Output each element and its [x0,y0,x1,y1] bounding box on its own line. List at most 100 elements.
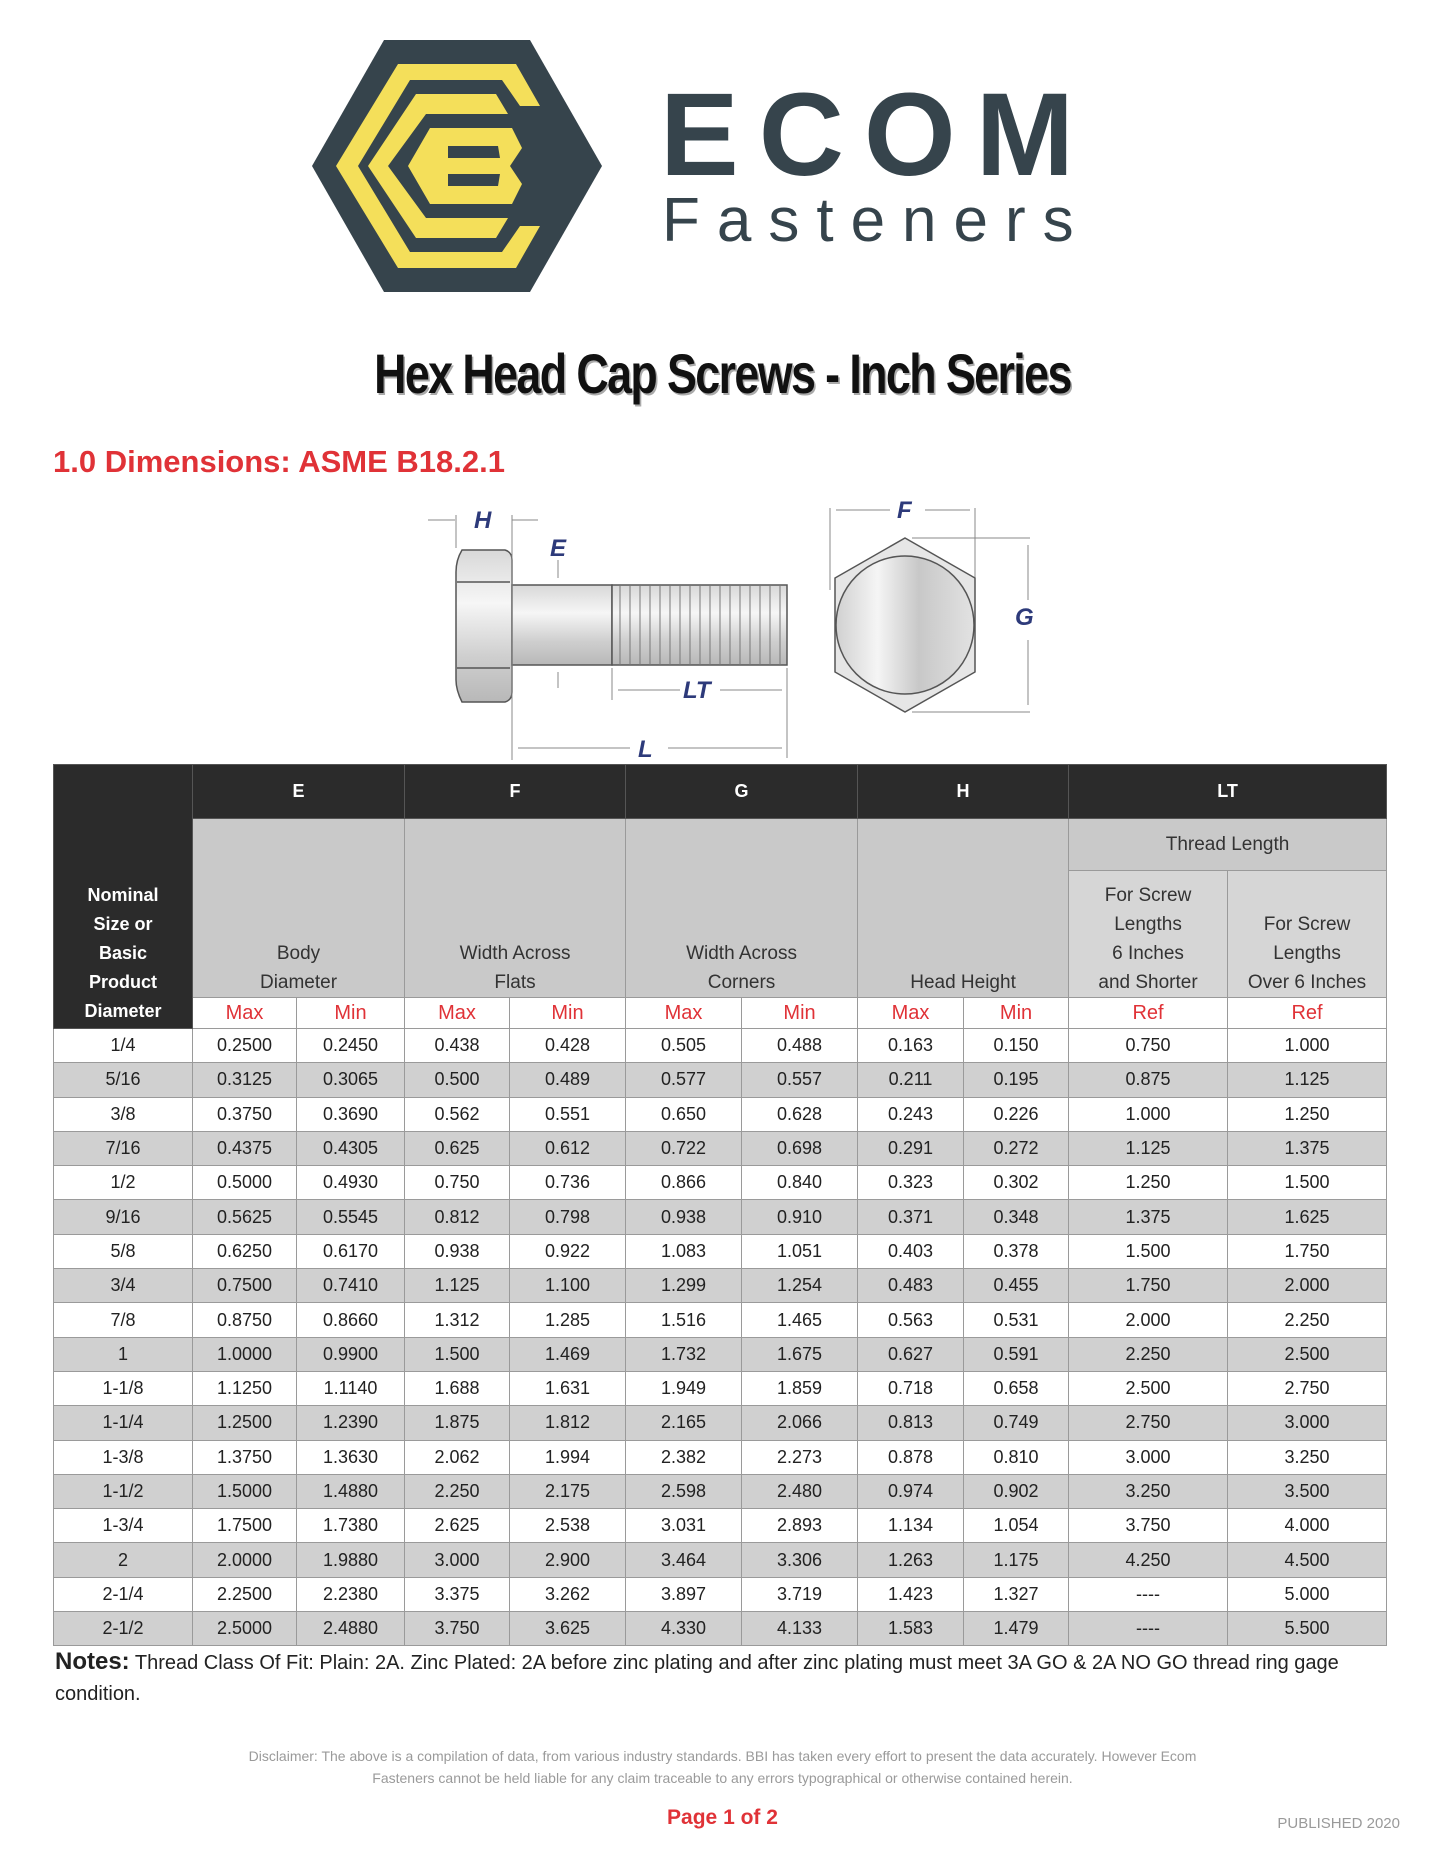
table-cell: 2.0000 [192,1542,297,1578]
table-cell: 1.125 [1227,1062,1388,1098]
table-cell: 1.1250 [192,1370,297,1407]
table-cell: 2.538 [509,1508,627,1544]
table-cell: 1.675 [741,1336,859,1372]
table-cell: 0.812 [404,1199,511,1235]
table-cell: 0.658 [963,1370,1070,1407]
table-cell: 3.000 [404,1542,511,1578]
header-max: Max [404,997,511,1029]
page-number: Page 1 of 2 [667,1806,778,1829]
table-cell: 1.375 [1068,1199,1229,1235]
table-cell: 1.054 [963,1508,1070,1544]
table-cell: 1.1140 [295,1370,406,1407]
table-cell: 0.750 [1068,1027,1229,1064]
table-cell: 0.749 [963,1405,1070,1441]
table-row: 1-3/8 1.3750 1.3630 2.062 1.994 2.382 2.273 0.8… [53,1439,1388,1475]
table-cell: 0.489 [509,1062,627,1098]
header-line: Flats [494,972,536,993]
table-cell: 0.438 [404,1027,511,1064]
header-desc-e: Body Diameter [191,818,406,998]
header-line: 6 Inches [1112,943,1184,964]
table-cell: 0.551 [509,1096,627,1132]
header-line: Body [276,943,321,964]
table-cell: 0.8750 [192,1302,297,1338]
table-row: 1-1/2 1.5000 1.4880 2.250 2.175 2.598 2.480 0.9… [53,1473,1388,1510]
table-cell: 0.8660 [295,1302,406,1338]
table-cell: 1.285 [509,1302,627,1338]
table-cell: 0.371 [857,1199,965,1235]
header-max: Max [857,997,965,1029]
table-cell: 3.719 [741,1576,859,1613]
header-group-h: H [857,764,1070,819]
header-line: Nominal [87,885,159,905]
header-max: Max [625,997,743,1029]
notes-text: Thread Class Of Fit: Plain: 2A. Zinc Pla… [55,1652,1339,1705]
header-ref: Ref [1227,997,1388,1029]
table-cell: 2.062 [404,1439,511,1475]
table-cell: 0.718 [857,1370,965,1407]
table-cell: 0.150 [963,1027,1070,1064]
table-row: 1-3/4 1.7500 1.7380 2.625 2.538 3.031 2.893 1.1… [53,1508,1388,1544]
table-cell: 0.722 [625,1130,743,1167]
table-cell: 0.974 [857,1473,965,1510]
header-min: Min [963,997,1070,1029]
table-row: 2-1/4 2.2500 2.2380 3.375 3.262 3.897 3.719 1.4… [53,1576,1388,1613]
table-cell: 0.348 [963,1199,1070,1235]
table-cell: 4.500 [1227,1542,1388,1578]
table-cell: 2.893 [741,1508,859,1544]
table-cell: 1.3750 [192,1439,297,1475]
table-cell: 1.625 [1227,1199,1388,1235]
table-cell: 0.628 [741,1096,859,1132]
table-cell: 0.875 [1068,1062,1229,1098]
table-cell: 0.211 [857,1062,965,1098]
table-cell: 1.469 [509,1336,627,1372]
table-cell: 1.263 [857,1542,965,1578]
table-row: 2 2.0000 1.9880 3.000 2.900 3.464 3.306 1.263 1.… [53,1542,1388,1578]
table-cell: 0.938 [625,1199,743,1235]
table-cell: 1.312 [404,1302,511,1338]
table-cell: 0.243 [857,1096,965,1132]
table-cell: 1.750 [1227,1233,1388,1270]
table-row: 1/2 0.5000 0.4930 0.750 0.736 0.866 0.840 0.323… [53,1165,1388,1201]
table-cell: 0.291 [857,1130,965,1167]
table-cell: 1.100 [509,1268,627,1304]
header-line: Width Across [459,943,571,964]
ecom-logo-hexagon [312,40,602,292]
header-desc-g: Width Across Corners [625,818,859,998]
table-cell: 0.563 [857,1302,965,1338]
header-line: For Screw [1263,914,1351,935]
table-cell: 2.2380 [295,1576,406,1613]
table-cell: 0.488 [741,1027,859,1064]
header-lt-sub: For Screw Lengths 6 Inches and Shorter [1068,870,1229,998]
table-cell: 0.798 [509,1199,627,1235]
table-cell: 1.7380 [295,1508,406,1544]
header-group-lt: LT [1068,764,1388,819]
table-cell: 2.750 [1227,1370,1388,1407]
table-cell: 1.500 [404,1336,511,1372]
header-desc-lt: Thread Length [1068,818,1388,871]
table-cell: 0.698 [741,1130,859,1167]
table-row: 3/8 0.3750 0.3690 0.562 0.551 0.650 0.628 0.243… [53,1096,1388,1132]
table-cell: 0.866 [625,1165,743,1201]
table-cell: 0.3690 [295,1096,406,1132]
table-cell: 4.133 [741,1611,859,1647]
table-cell: 3.750 [404,1611,511,1647]
table-cell: 1.583 [857,1611,965,1647]
table-cell: 1.175 [963,1542,1070,1578]
table-cell: 0.531 [963,1302,1070,1338]
nominal-size-cell: 1-1/4 [53,1405,193,1441]
nominal-size-cell: 1-3/8 [53,1439,193,1475]
table-row: 1/4 0.2500 0.2450 0.438 0.428 0.505 0.488 0.163… [53,1027,1388,1064]
table-cell: 3.750 [1068,1508,1229,1544]
header-line: Lengths [1273,943,1341,964]
table-cell: 1.423 [857,1576,965,1613]
table-cell: 0.878 [857,1439,965,1475]
nominal-size-cell: 3/8 [53,1096,193,1132]
table-cell: 1.949 [625,1370,743,1407]
table-row: 1 1.0000 0.9900 1.500 1.469 1.732 1.675 0.627 0.… [53,1336,1388,1372]
table-cell: 2.500 [1068,1370,1229,1407]
table-cell: 2.5000 [192,1611,297,1647]
nominal-size-cell: 7/8 [53,1302,193,1338]
nominal-size-cell: 2 [53,1542,193,1578]
table-cell: 0.2450 [295,1027,406,1064]
header-line: and Shorter [1098,972,1198,993]
